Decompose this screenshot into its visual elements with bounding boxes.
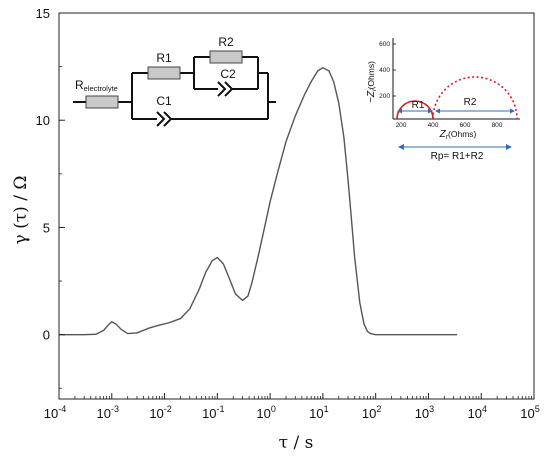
inset-x-tick-400: 400 bbox=[428, 122, 439, 129]
inset-y-tick-600: 600 bbox=[379, 41, 390, 48]
x-tick-label: 10-4 bbox=[44, 404, 66, 421]
nyquist-inset: 600 400 200 200 400 600 800 R1 R2 −Zi(Oh… bbox=[366, 38, 520, 162]
c2-label: C2 bbox=[220, 67, 236, 81]
r-electrolyte-resistor bbox=[85, 95, 119, 109]
y-tick-label: 5 bbox=[43, 220, 50, 235]
inset-arc-r2 bbox=[432, 76, 518, 120]
x-tick-label: 101 bbox=[309, 404, 328, 421]
x-tick-label: 104 bbox=[467, 404, 486, 421]
r2-label: R2 bbox=[218, 35, 234, 49]
y-tick-label: 0 bbox=[43, 328, 50, 343]
plot-frame bbox=[58, 12, 535, 400]
x-tick-label: 10-3 bbox=[97, 404, 119, 421]
inset-rp-label: Rp= R1+R2 bbox=[431, 151, 484, 162]
inset-x-tick-800: 800 bbox=[492, 122, 503, 129]
x-tick-label: 103 bbox=[415, 404, 434, 421]
inset-x-tick-200: 200 bbox=[396, 122, 407, 129]
c1-label: C1 bbox=[156, 94, 172, 108]
x-tick-label: 105 bbox=[520, 404, 539, 421]
equivalent-circuit bbox=[73, 56, 276, 127]
inset-r2-label: R2 bbox=[464, 97, 477, 108]
y-tick-label: 15 bbox=[36, 6, 50, 21]
series-line bbox=[59, 66, 458, 336]
y-axis-ticks: 0 5 10 15 bbox=[36, 6, 65, 389]
x-tick-label: 10-2 bbox=[149, 404, 171, 421]
inset-x-tick-600: 600 bbox=[460, 122, 471, 129]
inset-y-tick-200: 200 bbox=[379, 93, 390, 100]
y-tick-label: 10 bbox=[36, 113, 50, 128]
inset-r1-label: R1 bbox=[412, 100, 425, 111]
x-axis-ticks: 10-4 10-3 10-2 10-1 100 101 102 103 104 105 bbox=[44, 393, 540, 421]
x-axis-label: τ / s bbox=[279, 433, 314, 453]
inset-x-axis-label: Zr(Ohms) bbox=[439, 129, 477, 141]
inset-arc-r1 bbox=[396, 100, 434, 120]
r1-label: R1 bbox=[156, 51, 172, 65]
r1-resistor bbox=[147, 66, 181, 80]
x-tick-label: 100 bbox=[256, 404, 275, 421]
x-tick-label: 10-1 bbox=[202, 404, 224, 421]
x-tick-label: 102 bbox=[362, 404, 381, 421]
r2-resistor bbox=[209, 50, 243, 64]
inset-y-tick-400: 400 bbox=[379, 67, 390, 74]
y-axis-label: γ (τ) / Ω bbox=[11, 176, 31, 245]
inset-y-axis-label: −Zi(Ohms) bbox=[366, 61, 378, 103]
r-electrolyte-label: Relectrolyte bbox=[75, 78, 118, 93]
